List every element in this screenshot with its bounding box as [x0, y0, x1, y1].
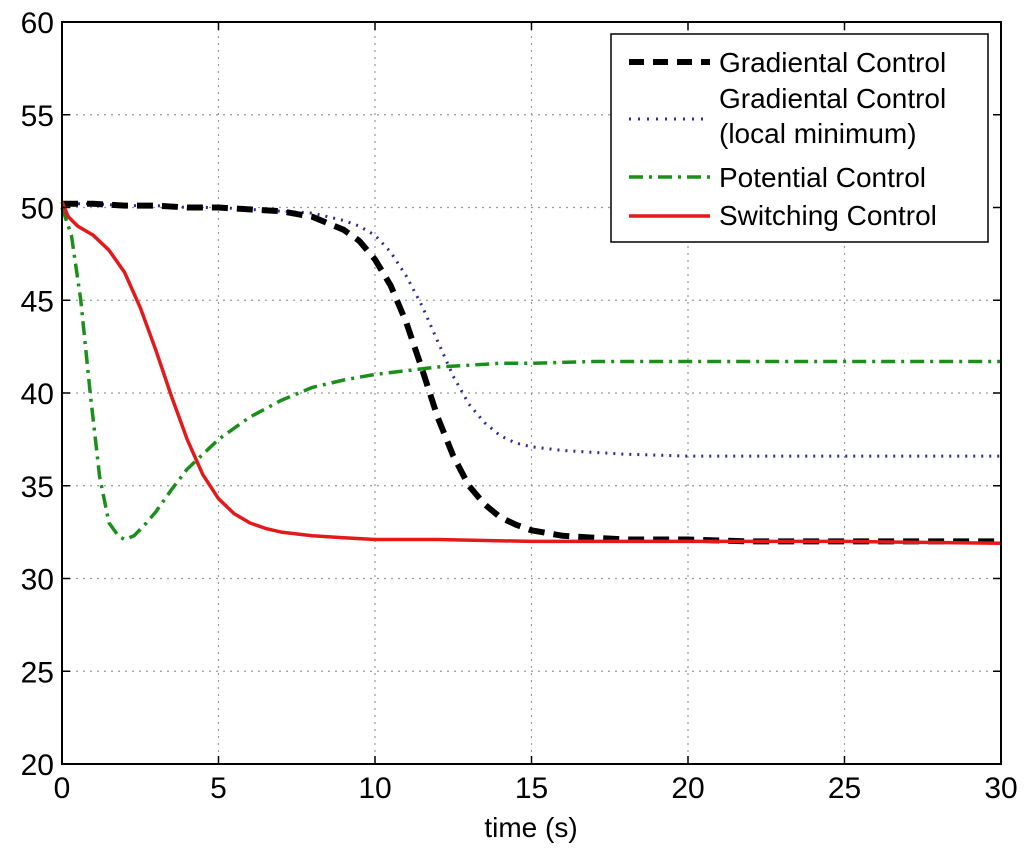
y-tick-label: 60 [21, 7, 54, 40]
axis-ticks [61, 21, 1002, 765]
legend-label-gradiental-local-min: Gradiental Control [719, 83, 946, 114]
series-potential-line [60, 206, 1001, 542]
legend-label-gradiental: Gradiental Control [719, 47, 946, 78]
legend: Gradiental Control Gradiental Control (l… [610, 33, 989, 243]
y-tick-label: 25 [21, 656, 54, 689]
legend-box [610, 33, 989, 243]
series-layer [60, 200, 1002, 546]
y-tick-label: 40 [21, 378, 54, 411]
legend-label-gradiental-local-min-line2: (local minimum) [719, 118, 917, 149]
x-tick-label: 30 [984, 772, 1017, 805]
y-tick-label: 35 [21, 471, 54, 504]
axis-tick-labels: 0 5 10 15 20 25 30 20 25 30 35 40 45 50 55 60 [21, 7, 1018, 805]
x-tick-label: 15 [515, 772, 548, 805]
y-tick-label: 45 [21, 285, 54, 318]
x-tick-label: 25 [828, 772, 861, 805]
x-tick-label: 20 [671, 772, 704, 805]
legend-label-potential: Potential Control [719, 162, 926, 193]
x-tick-label: 10 [358, 772, 391, 805]
x-axis-label: time (s) [484, 812, 577, 843]
legend-label-switching: Switching Control [719, 200, 937, 231]
y-tick-label: 20 [21, 749, 54, 782]
grid [62, 22, 1001, 764]
series-gradiental-line [62, 200, 1001, 545]
x-tick-label: 0 [54, 772, 71, 805]
y-tick-label: 55 [21, 100, 54, 133]
y-tick-label: 50 [21, 193, 54, 226]
series-switching-line [60, 201, 1002, 546]
y-tick-label: 30 [21, 564, 54, 597]
x-tick-label: 5 [210, 772, 227, 805]
